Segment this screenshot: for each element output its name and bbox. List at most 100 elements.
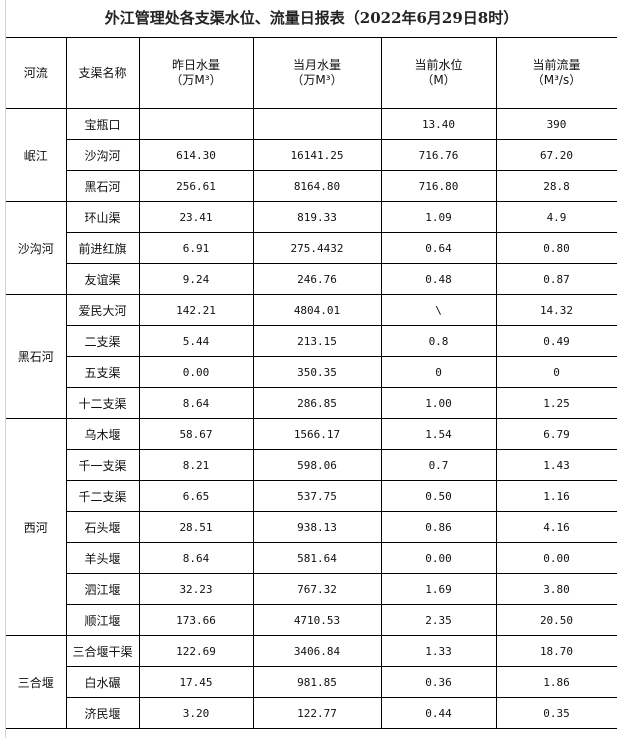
yesterday-volume-cell[interactable]: 5.44 (138, 325, 254, 357)
flow-cell[interactable]: 0.35 (495, 697, 618, 729)
water-level-cell[interactable]: 1.00 (380, 387, 497, 419)
yesterday-volume-cell[interactable]: 32.23 (138, 573, 254, 605)
canal-cell[interactable]: 三合堰干渠 (65, 635, 140, 667)
water-level-cell[interactable]: 0.64 (380, 232, 497, 264)
flow-cell[interactable]: 1.25 (495, 387, 618, 419)
header-river[interactable]: 河流 (6, 37, 67, 109)
canal-cell[interactable]: 友谊渠 (66, 263, 140, 295)
flow-cell[interactable]: 0 (495, 356, 618, 388)
flow-cell[interactable]: 6.79 (495, 418, 618, 450)
water-level-cell[interactable]: 0.44 (380, 697, 497, 729)
flow-cell[interactable]: 67.20 (495, 139, 618, 171)
flow-cell[interactable]: 0.00 (495, 542, 618, 574)
flow-cell[interactable]: 1.43 (495, 449, 618, 481)
yesterday-volume-cell[interactable]: 6.91 (138, 232, 254, 264)
yesterday-volume-cell[interactable]: 23.41 (138, 201, 254, 233)
flow-cell[interactable]: 18.70 (495, 635, 618, 667)
flow-cell[interactable]: 390 (495, 108, 618, 140)
month-volume-cell[interactable]: 938.13 (252, 511, 382, 543)
canal-cell[interactable]: 沙沟河 (66, 139, 140, 171)
month-volume-cell[interactable]: 16141.25 (252, 139, 382, 171)
month-volume-cell[interactable]: 581.64 (252, 542, 382, 574)
water-level-cell[interactable]: 2.35 (380, 604, 497, 636)
month-volume-cell[interactable]: 767.32 (252, 573, 382, 605)
water-level-cell[interactable]: 716.80 (380, 170, 497, 202)
water-level-cell[interactable]: 0 (380, 356, 497, 388)
canal-cell[interactable]: 二支渠 (66, 325, 140, 357)
water-level-cell[interactable]: 1.54 (380, 418, 497, 450)
header-yesterday[interactable]: 昨日水量 （万M³） (138, 37, 254, 109)
canal-cell[interactable]: 乌木堰 (65, 418, 140, 450)
canal-cell[interactable]: 千一支渠 (66, 449, 140, 481)
flow-cell[interactable]: 20.50 (495, 604, 618, 636)
water-level-cell[interactable]: 0.48 (380, 263, 497, 295)
canal-cell[interactable]: 千二支渠 (66, 480, 140, 512)
month-volume-cell[interactable]: 3406.84 (252, 635, 382, 667)
yesterday-volume-cell[interactable]: 28.51 (138, 511, 254, 543)
yesterday-volume-cell[interactable]: 17.45 (138, 666, 254, 698)
water-level-cell[interactable]: 0.86 (380, 511, 497, 543)
yesterday-volume-cell[interactable]: 3.20 (138, 697, 254, 729)
month-volume-cell[interactable]: 246.76 (252, 263, 382, 295)
month-volume-cell[interactable]: 275.4432 (252, 232, 382, 264)
month-volume-cell[interactable]: 537.75 (252, 480, 382, 512)
canal-cell[interactable]: 泗江堰 (66, 573, 140, 605)
flow-cell[interactable]: 0.49 (495, 325, 618, 357)
flow-cell[interactable]: 0.80 (495, 232, 618, 264)
month-volume-cell[interactable]: 1566.17 (252, 418, 382, 450)
water-level-cell[interactable]: 1.33 (380, 635, 497, 667)
river-cell[interactable]: 三合堰 (6, 635, 67, 729)
month-volume-cell[interactable]: 598.06 (252, 449, 382, 481)
flow-cell[interactable]: 14.32 (495, 294, 618, 326)
river-cell[interactable]: 西河 (6, 418, 67, 636)
canal-cell[interactable]: 白水碾 (66, 666, 140, 698)
yesterday-volume-cell[interactable]: 173.66 (138, 604, 254, 636)
canal-cell[interactable]: 黑石河 (66, 170, 140, 202)
yesterday-volume-cell[interactable]: 9.24 (138, 263, 254, 295)
header-canal[interactable]: 支渠名称 (65, 37, 140, 109)
water-level-cell[interactable]: 1.09 (380, 201, 497, 233)
month-volume-cell[interactable]: 213.15 (252, 325, 382, 357)
header-level[interactable]: 当前水位 （M） (380, 37, 497, 109)
canal-cell[interactable]: 爱民大河 (65, 294, 140, 326)
water-level-cell[interactable]: 1.69 (380, 573, 497, 605)
month-volume-cell[interactable]: 350.35 (252, 356, 382, 388)
water-level-cell[interactable]: 13.40 (380, 108, 497, 140)
water-level-cell[interactable]: 0.8 (380, 325, 497, 357)
month-volume-cell[interactable]: 4710.53 (252, 604, 382, 636)
canal-cell[interactable]: 五支渠 (66, 356, 140, 388)
month-volume-cell[interactable]: 819.33 (252, 201, 382, 233)
yesterday-volume-cell[interactable]: 6.65 (138, 480, 254, 512)
month-volume-cell[interactable]: 122.77 (252, 697, 382, 729)
header-month[interactable]: 当月水量 （万M³） (252, 37, 382, 109)
yesterday-volume-cell[interactable]: 142.21 (138, 294, 254, 326)
flow-cell[interactable]: 3.80 (495, 573, 618, 605)
water-level-cell[interactable]: 0.36 (380, 666, 497, 698)
flow-cell[interactable]: 28.8 (495, 170, 618, 202)
water-level-cell[interactable]: \ (380, 294, 497, 326)
month-volume-cell[interactable]: 286.85 (252, 387, 382, 419)
flow-cell[interactable]: 1.16 (495, 480, 618, 512)
canal-cell[interactable]: 前进红旗 (66, 232, 140, 264)
canal-cell[interactable]: 石头堰 (66, 511, 140, 543)
yesterday-volume-cell[interactable]: 58.67 (138, 418, 254, 450)
yesterday-volume-cell[interactable] (138, 108, 254, 140)
header-flow[interactable]: 当前流量 （M³/s） (495, 37, 618, 109)
yesterday-volume-cell[interactable]: 8.21 (138, 449, 254, 481)
month-volume-cell[interactable]: 8164.80 (252, 170, 382, 202)
month-volume-cell[interactable]: 981.85 (252, 666, 382, 698)
river-cell[interactable]: 岷江 (6, 108, 67, 202)
river-cell[interactable]: 黑石河 (6, 294, 67, 419)
flow-cell[interactable]: 0.87 (495, 263, 618, 295)
water-level-cell[interactable]: 716.76 (380, 139, 497, 171)
canal-cell[interactable]: 十二支渠 (66, 387, 140, 419)
canal-cell[interactable]: 济民堰 (66, 697, 140, 729)
yesterday-volume-cell[interactable]: 0.00 (138, 356, 254, 388)
river-cell[interactable]: 沙沟河 (6, 201, 67, 295)
yesterday-volume-cell[interactable]: 256.61 (138, 170, 254, 202)
flow-cell[interactable]: 4.9 (495, 201, 618, 233)
canal-cell[interactable]: 环山渠 (65, 201, 140, 233)
month-volume-cell[interactable]: 4804.01 (252, 294, 382, 326)
water-level-cell[interactable]: 0.7 (380, 449, 497, 481)
water-level-cell[interactable]: 0.50 (380, 480, 497, 512)
